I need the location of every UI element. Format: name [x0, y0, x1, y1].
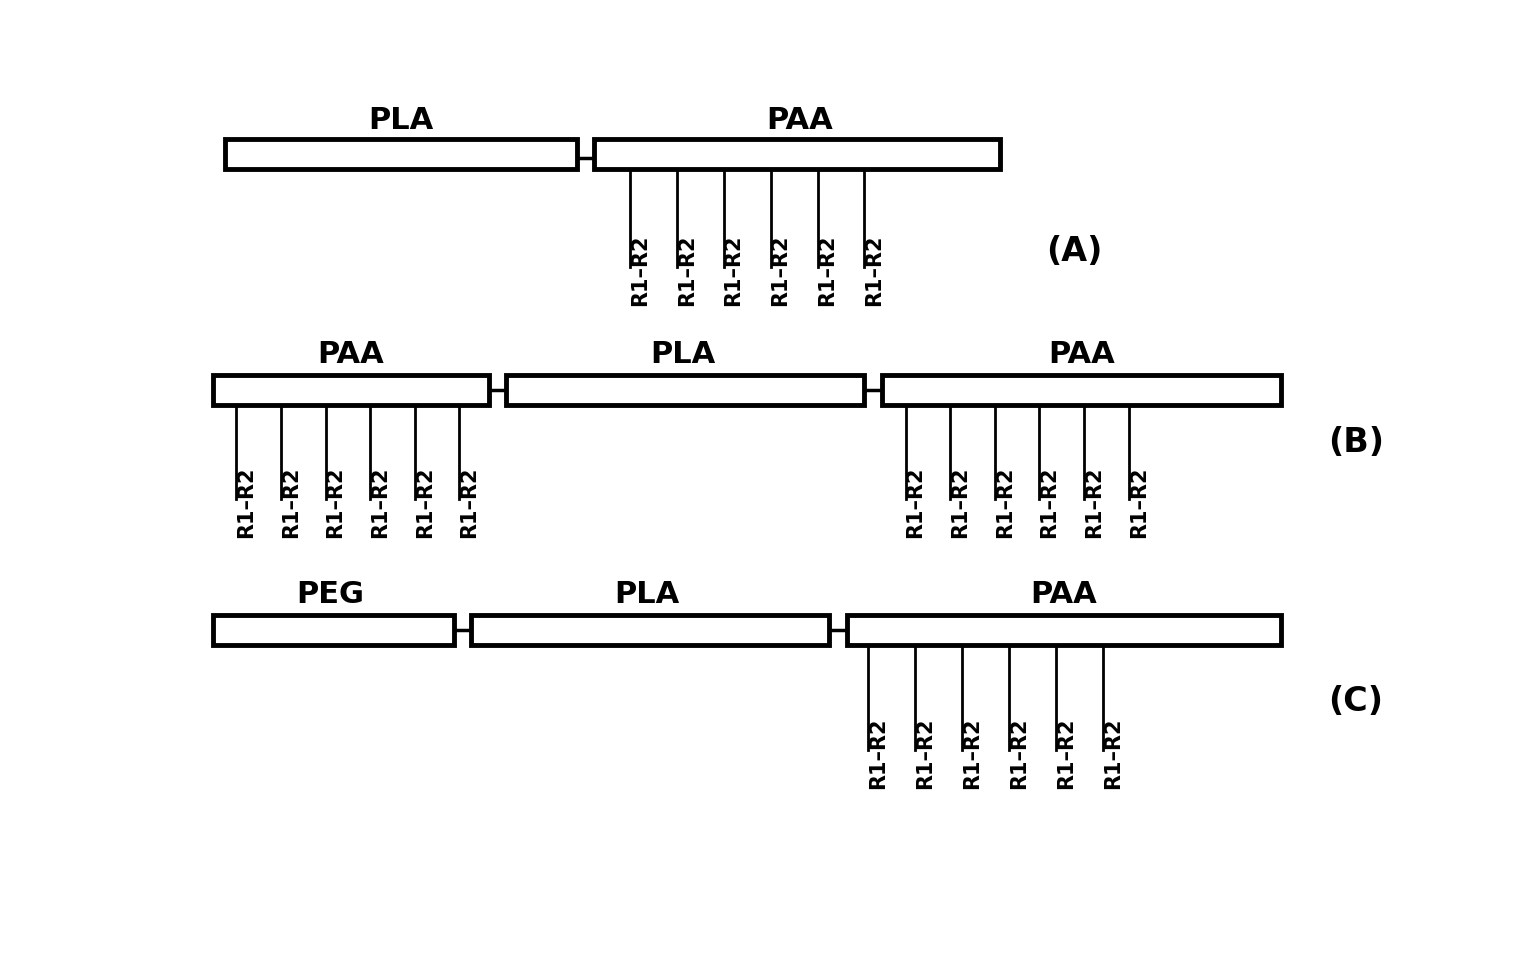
Text: R1–R2: R1–R2 [630, 234, 650, 306]
Text: R1–R2: R1–R2 [326, 467, 345, 538]
Text: R1–R2: R1–R2 [962, 718, 982, 789]
Text: R1–R2: R1–R2 [1039, 467, 1059, 538]
Bar [847, 615, 1282, 645]
Text: R1–R2: R1–R2 [1009, 718, 1029, 789]
Text: R1–R2: R1–R2 [677, 234, 697, 306]
Bar [212, 615, 453, 645]
Bar [506, 376, 865, 405]
Text: R1–R2: R1–R2 [415, 467, 435, 538]
Text: R1–R2: R1–R2 [370, 467, 391, 538]
Text: PAA: PAA [317, 341, 383, 369]
Bar [212, 376, 489, 405]
Text: PAA: PAA [767, 106, 833, 135]
Bar [594, 139, 1000, 169]
Text: PAA: PAA [1030, 580, 1097, 609]
Text: R1–R2: R1–R2 [724, 234, 744, 306]
Text: R1–R2: R1–R2 [236, 467, 256, 538]
Text: (A): (A) [1047, 235, 1103, 269]
Text: R1–R2: R1–R2 [1103, 718, 1123, 789]
Text: R1–R2: R1–R2 [868, 718, 888, 789]
Text: PLA: PLA [650, 341, 715, 369]
Text: R1–R2: R1–R2 [818, 234, 838, 306]
Text: R1–R2: R1–R2 [1085, 467, 1104, 538]
Text: PLA: PLA [368, 106, 433, 135]
Text: R1–R2: R1–R2 [995, 467, 1015, 538]
Text: PLA: PLA [615, 580, 680, 609]
Text: PAA: PAA [1048, 341, 1115, 369]
Text: (B): (B) [1329, 426, 1385, 459]
Text: R1–R2: R1–R2 [459, 467, 479, 538]
Text: R1–R2: R1–R2 [1129, 467, 1148, 538]
Text: R1–R2: R1–R2 [1056, 718, 1076, 789]
Text: R1–R2: R1–R2 [906, 467, 926, 538]
Text: R1–R2: R1–R2 [280, 467, 301, 538]
Bar [224, 139, 577, 169]
Text: R1–R2: R1–R2 [771, 234, 791, 306]
Bar [882, 376, 1282, 405]
Text: R1–R2: R1–R2 [865, 234, 885, 306]
Text: PEG: PEG [297, 580, 364, 609]
Text: (C): (C) [1329, 685, 1383, 718]
Text: R1–R2: R1–R2 [950, 467, 970, 538]
Text: R1–R2: R1–R2 [915, 718, 935, 789]
Bar [471, 615, 829, 645]
